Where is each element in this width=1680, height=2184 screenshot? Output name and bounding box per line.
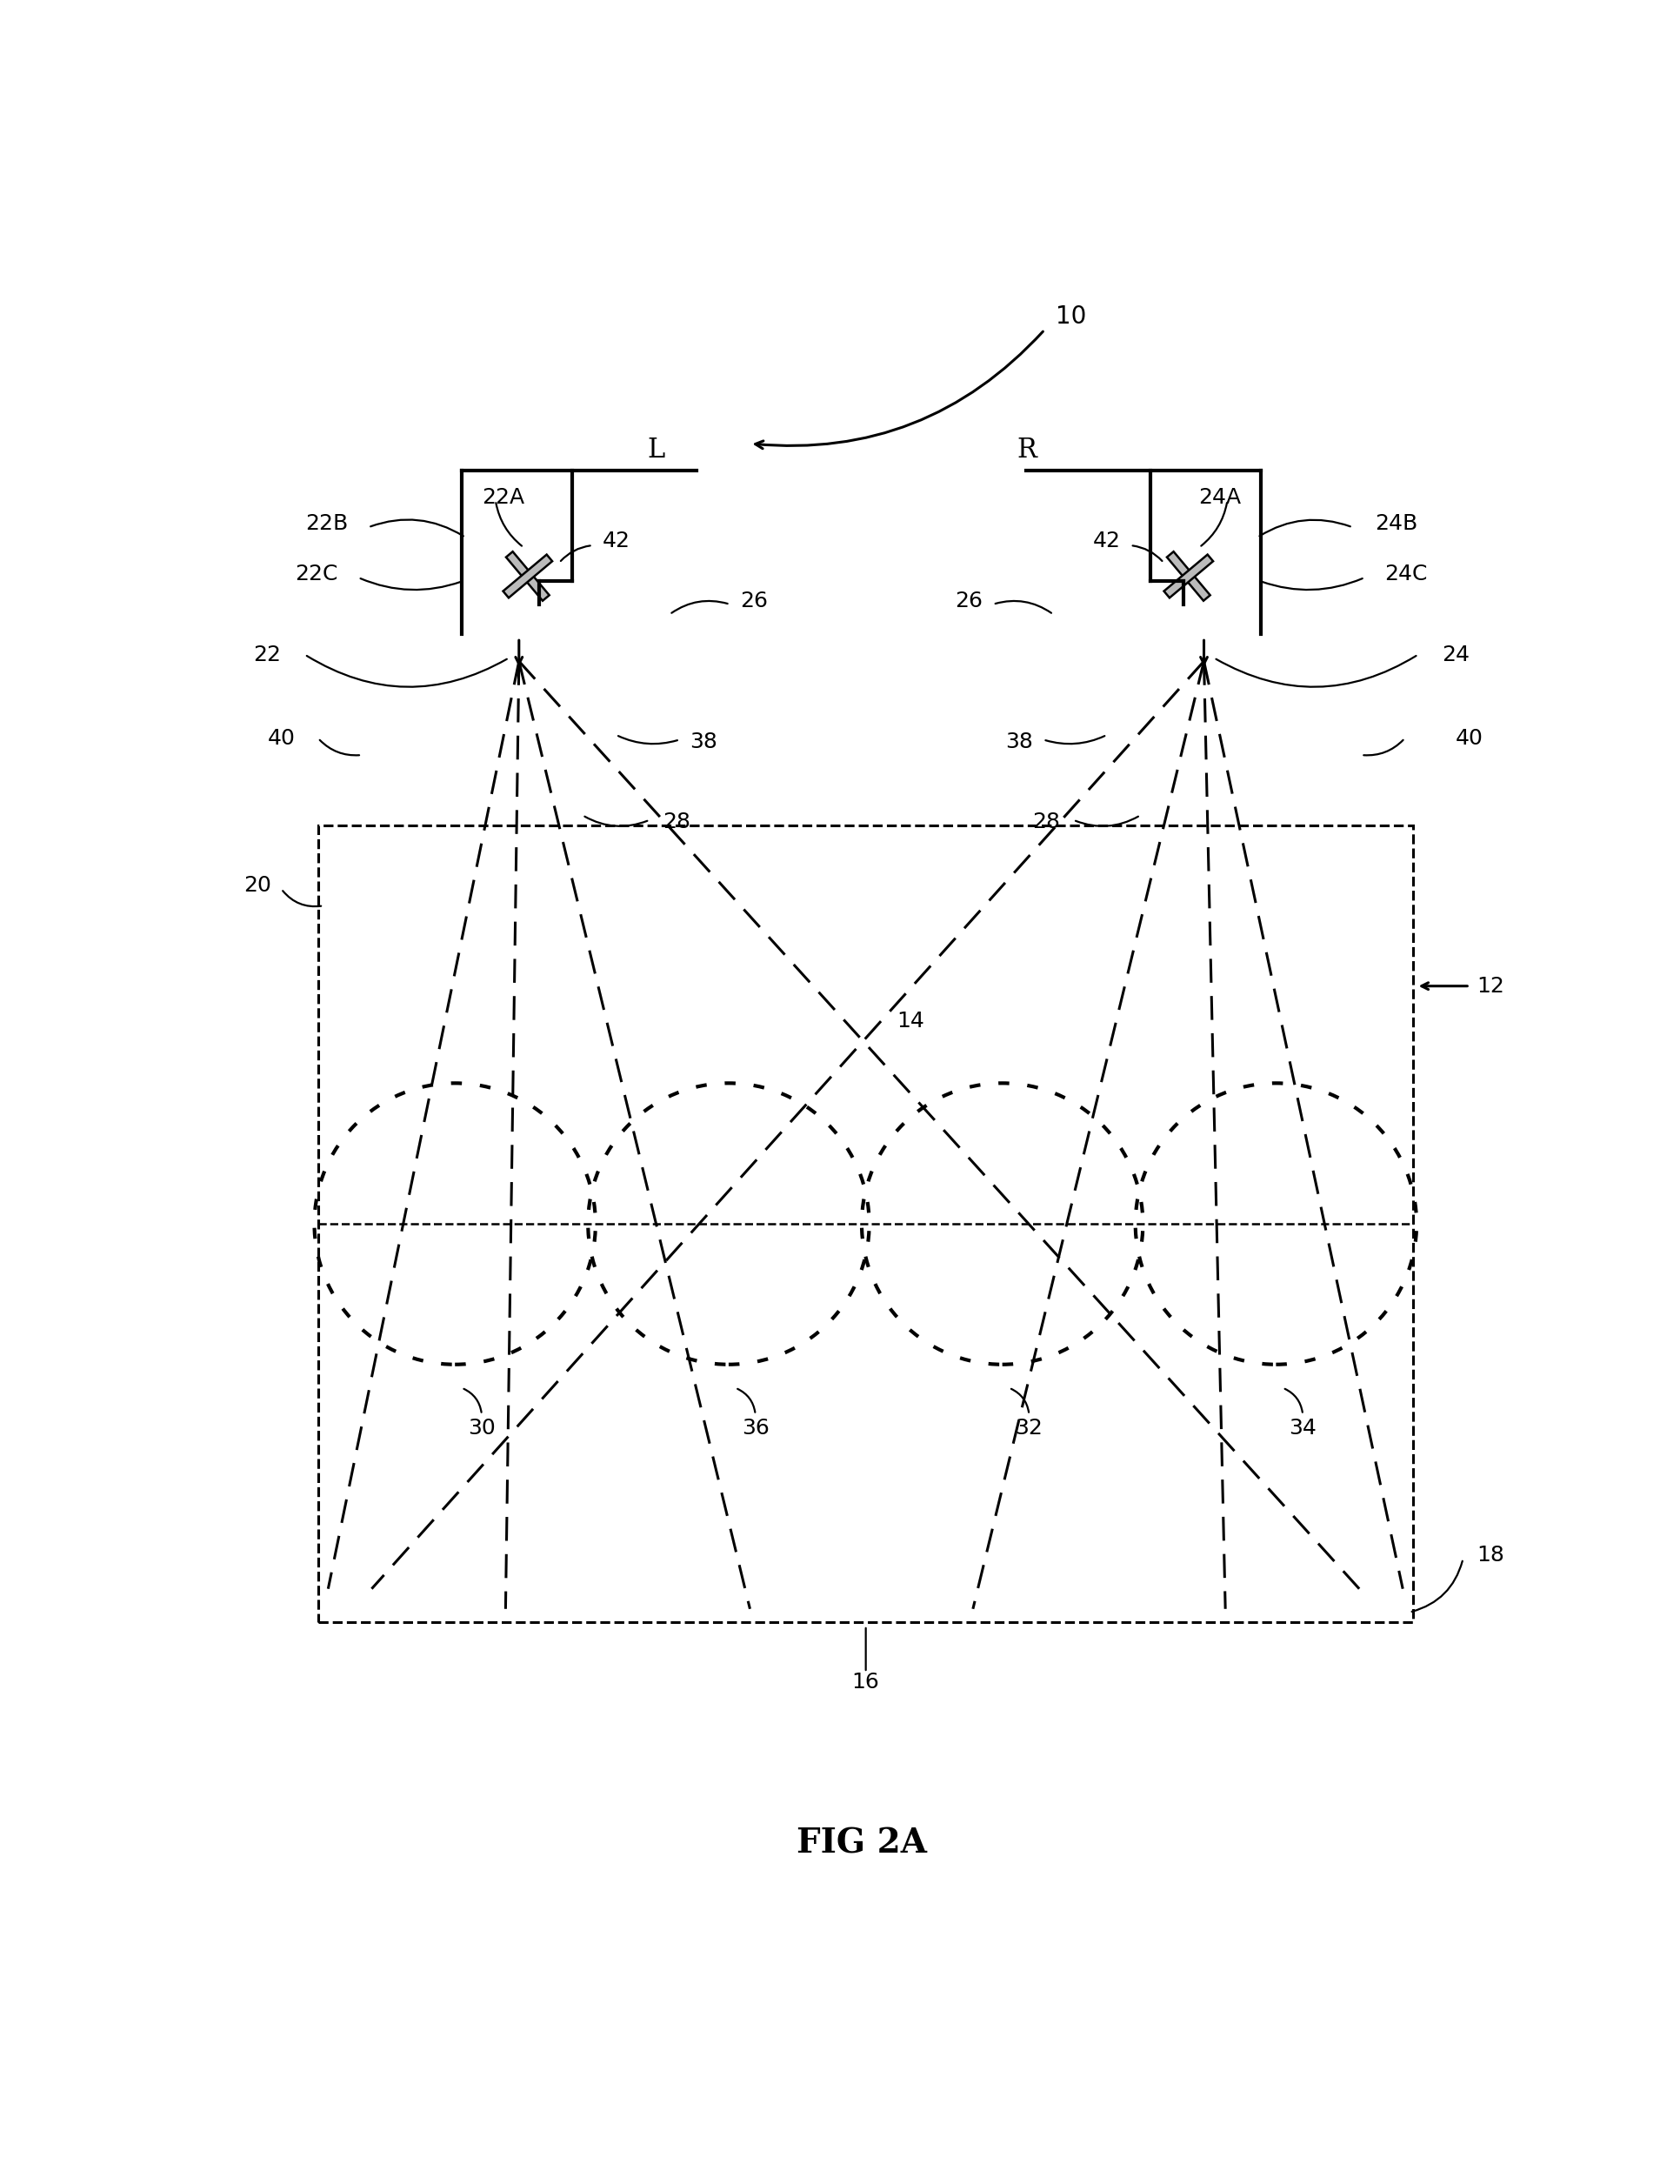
Text: 30: 30	[467, 1417, 496, 1439]
Text: 26: 26	[954, 590, 983, 612]
Text: R: R	[1016, 437, 1037, 463]
Bar	[318, 826, 1413, 1623]
Text: 28: 28	[662, 812, 690, 832]
Text: 34: 34	[1289, 1417, 1315, 1439]
Text: 24A: 24A	[1198, 487, 1240, 507]
Text: 18: 18	[1475, 1544, 1504, 1566]
Text: 12: 12	[1475, 976, 1504, 996]
FancyBboxPatch shape	[502, 555, 553, 598]
Text: L: L	[647, 437, 665, 463]
Text: 26: 26	[739, 590, 768, 612]
FancyBboxPatch shape	[506, 553, 549, 601]
Text: 16: 16	[852, 1673, 879, 1693]
Text: 22: 22	[254, 644, 281, 664]
Text: 22A: 22A	[482, 487, 524, 507]
Text: 14: 14	[895, 1011, 924, 1031]
Text: 42: 42	[1092, 531, 1119, 550]
Text: 38: 38	[1005, 732, 1033, 751]
Text: 42: 42	[603, 531, 630, 550]
Text: 20: 20	[244, 876, 270, 895]
Text: 24C: 24C	[1384, 563, 1426, 585]
Text: 22C: 22C	[296, 563, 338, 585]
FancyBboxPatch shape	[1166, 553, 1210, 601]
Text: 40: 40	[1455, 727, 1482, 749]
Text: 10: 10	[1055, 304, 1087, 328]
Text: 24B: 24B	[1374, 513, 1416, 535]
Text: FIG 2A: FIG 2A	[796, 1826, 926, 1861]
FancyBboxPatch shape	[1163, 555, 1213, 598]
Text: 32: 32	[1015, 1417, 1042, 1439]
Text: 40: 40	[267, 727, 296, 749]
Text: 28: 28	[1032, 812, 1060, 832]
Text: 24: 24	[1441, 644, 1468, 664]
Text: 38: 38	[689, 732, 717, 751]
Text: 36: 36	[741, 1417, 769, 1439]
Text: 22B: 22B	[306, 513, 348, 535]
